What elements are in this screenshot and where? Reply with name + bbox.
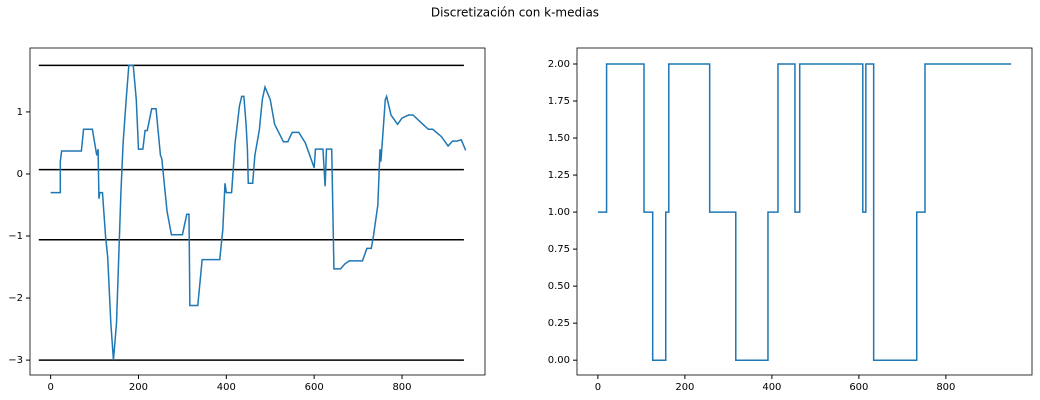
y-tick-label: 1.75 [548, 96, 570, 107]
plot-frame [576, 47, 1033, 376]
y-tick-label: 0.00 [548, 355, 570, 366]
x-tick-label: 600 [849, 382, 868, 393]
x-tick-label: 600 [305, 382, 324, 393]
x-tick-label: 200 [129, 382, 148, 393]
x-tick-label: 200 [675, 382, 694, 393]
x-tick-label: 400 [762, 382, 781, 393]
y-tick-label: 1.00 [548, 207, 570, 218]
x-tick-label: 400 [217, 382, 236, 393]
y-tick-label: 1.50 [548, 133, 570, 144]
y-tick-label: 1 [17, 107, 23, 118]
data-line [50, 64, 467, 361]
x-tick-label: 800 [936, 382, 955, 393]
y-tick-label: 0.25 [548, 318, 570, 329]
y-tick-label: 0.75 [548, 244, 570, 255]
y-tick-label: 0 [17, 169, 23, 180]
x-tick-label: 0 [47, 382, 53, 393]
y-tick-label: 0.50 [548, 281, 570, 292]
y-tick-label: −1 [8, 231, 23, 242]
figure-title: Discretización con k-medias [431, 6, 599, 20]
plot-frame [29, 47, 486, 376]
y-tick-label: 2.00 [548, 59, 570, 70]
y-tick-label: −2 [8, 293, 23, 304]
data-line [597, 63, 1012, 361]
y-tick-label: −3 [8, 355, 23, 366]
x-tick-label: 800 [392, 382, 411, 393]
x-tick-label: 0 [595, 382, 601, 393]
y-tick-label: 1.25 [548, 170, 570, 181]
